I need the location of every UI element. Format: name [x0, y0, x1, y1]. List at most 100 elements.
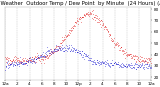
Point: [52, 53, 54, 54]
Point: [23, 59, 25, 61]
Point: [75, 22, 78, 23]
Point: [40, 53, 43, 55]
Point: [134, 55, 136, 56]
Point: [142, 65, 145, 66]
Point: [143, 61, 146, 62]
Point: [29, 56, 31, 58]
Point: [121, 66, 123, 67]
Point: [40, 56, 43, 57]
Point: [133, 55, 136, 57]
Point: [46, 56, 49, 57]
Point: [149, 67, 152, 68]
Point: [125, 66, 128, 68]
Point: [18, 66, 21, 67]
Point: [144, 63, 146, 64]
Point: [142, 67, 144, 68]
Point: [10, 64, 13, 65]
Point: [90, 12, 93, 13]
Point: [64, 35, 66, 36]
Point: [86, 56, 88, 57]
Point: [107, 63, 109, 64]
Point: [78, 52, 81, 54]
Point: [146, 67, 149, 68]
Point: [64, 38, 67, 39]
Point: [141, 65, 143, 66]
Point: [90, 11, 93, 12]
Point: [53, 50, 56, 51]
Point: [135, 61, 138, 62]
Point: [21, 62, 24, 63]
Point: [86, 13, 88, 15]
Point: [33, 58, 36, 60]
Point: [104, 27, 106, 28]
Point: [102, 24, 105, 25]
Point: [94, 63, 97, 65]
Point: [23, 60, 26, 61]
Point: [68, 46, 70, 48]
Point: [41, 58, 44, 60]
Point: [97, 17, 100, 19]
Point: [145, 67, 148, 69]
Point: [147, 65, 149, 67]
Point: [6, 56, 8, 58]
Point: [81, 16, 83, 17]
Point: [91, 60, 93, 62]
Point: [118, 49, 121, 50]
Point: [40, 58, 42, 59]
Point: [56, 49, 58, 50]
Point: [10, 62, 12, 64]
Point: [97, 60, 100, 62]
Point: [78, 52, 80, 54]
Point: [64, 36, 67, 37]
Point: [60, 43, 63, 44]
Point: [123, 53, 125, 54]
Point: [134, 64, 136, 65]
Point: [44, 56, 47, 57]
Point: [106, 30, 109, 32]
Point: [6, 62, 8, 64]
Point: [150, 57, 152, 58]
Point: [126, 66, 129, 67]
Point: [49, 54, 51, 56]
Point: [17, 58, 20, 59]
Point: [124, 63, 127, 65]
Point: [132, 64, 135, 65]
Point: [105, 28, 108, 30]
Point: [45, 52, 48, 53]
Point: [33, 57, 35, 59]
Point: [8, 62, 10, 63]
Point: [75, 19, 78, 20]
Point: [88, 59, 91, 60]
Point: [99, 23, 101, 24]
Point: [92, 62, 94, 63]
Point: [6, 58, 8, 60]
Point: [103, 26, 105, 27]
Point: [137, 67, 139, 68]
Point: [81, 51, 83, 52]
Point: [127, 64, 129, 66]
Point: [101, 61, 104, 62]
Point: [109, 34, 111, 36]
Point: [63, 39, 65, 41]
Point: [70, 49, 73, 51]
Point: [116, 41, 118, 43]
Point: [145, 66, 147, 67]
Point: [43, 55, 46, 57]
Point: [25, 62, 28, 64]
Point: [101, 62, 104, 64]
Point: [103, 62, 106, 63]
Point: [42, 57, 44, 58]
Point: [112, 37, 115, 39]
Point: [137, 57, 140, 59]
Point: [25, 58, 28, 59]
Point: [109, 67, 112, 68]
Point: [44, 53, 47, 54]
Point: [129, 66, 132, 67]
Point: [35, 58, 37, 59]
Point: [84, 13, 87, 14]
Point: [28, 58, 30, 59]
Point: [57, 46, 60, 47]
Point: [48, 54, 50, 56]
Point: [30, 56, 33, 58]
Point: [146, 63, 148, 65]
